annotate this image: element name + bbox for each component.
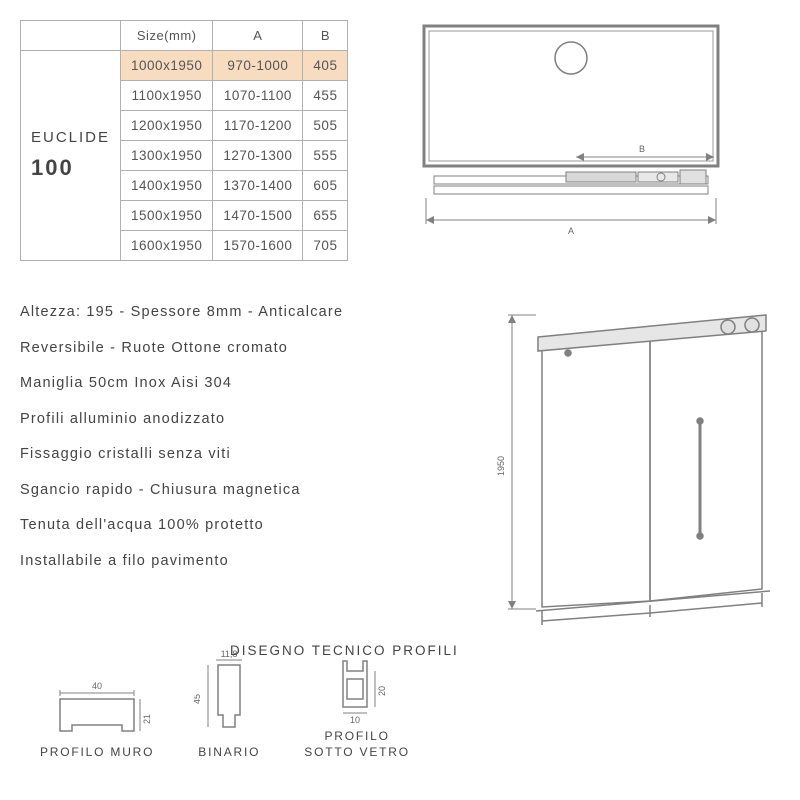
cell-b: 655 [303, 201, 348, 231]
svg-text:20: 20 [377, 686, 387, 696]
cell-a: 1270-1300 [213, 141, 303, 171]
feature-line: Maniglia 50cm Inox Aisi 304 [20, 366, 480, 402]
feature-line: Tenuta dell'acqua 100% protetto [20, 508, 480, 544]
cell-size: 1500x1950 [121, 201, 213, 231]
spec-table: Size(mm) A B EUCLIDE1001000x1950970-1000… [20, 20, 348, 261]
cell-b: 455 [303, 81, 348, 111]
profile-binario-label: BINARIO [198, 745, 260, 761]
header-a: A [213, 21, 303, 51]
profile-muro: 40 21 PROFILO MURO [40, 679, 154, 761]
cell-a: 970-1000 [213, 51, 303, 81]
model-num: 100 [31, 155, 74, 180]
height-label: 1950 [496, 456, 506, 476]
cell-a: 1370-1400 [213, 171, 303, 201]
cell-a: 1470-1500 [213, 201, 303, 231]
feature-line: Installabile a filo pavimento [20, 544, 480, 580]
cell-a: 1170-1200 [213, 111, 303, 141]
header-size: Size(mm) [121, 21, 213, 51]
cell-b: 555 [303, 141, 348, 171]
cell-a: 1570-1600 [213, 231, 303, 261]
dim-b-label: B [639, 144, 645, 154]
profiles-title: DISEGNO TECNICO PROFILI [230, 643, 459, 658]
feature-line: Reversibile - Ruote Ottone cromato [20, 331, 480, 367]
cell-size: 1600x1950 [121, 231, 213, 261]
svg-text:10: 10 [350, 715, 360, 723]
cell-b: 605 [303, 171, 348, 201]
cell-a: 1070-1100 [213, 81, 303, 111]
table-row: EUCLIDE1001000x1950970-1000405 [21, 51, 348, 81]
cell-size: 1300x1950 [121, 141, 213, 171]
svg-text:21: 21 [142, 714, 152, 724]
door-diagram: 1950 [490, 291, 780, 631]
profile-muro-label: PROFILO MURO [40, 745, 154, 761]
feature-line: Fissaggio cristalli senza viti [20, 437, 480, 473]
profile-binario: 11,8 45 BINARIO [194, 649, 264, 761]
model-name: EUCLIDE [31, 129, 110, 146]
svg-text:40: 40 [92, 681, 102, 691]
profile-sotto: 20 10 PROFILOSOTTO VETRO [304, 651, 410, 760]
top-view-diagram: B A [362, 20, 780, 261]
cell-size: 1100x1950 [121, 81, 213, 111]
header-b: B [303, 21, 348, 51]
cell-b: 705 [303, 231, 348, 261]
feature-line: Altezza: 195 - Spessore 8mm - Anticalcar… [20, 295, 480, 331]
cell-b: 405 [303, 51, 348, 81]
cell-size: 1200x1950 [121, 111, 213, 141]
cell-size: 1000x1950 [121, 51, 213, 81]
profile-sotto-label: PROFILOSOTTO VETRO [304, 729, 410, 760]
dim-a-label: A [568, 226, 574, 236]
features-list: Altezza: 195 - Spessore 8mm - Anticalcar… [20, 291, 480, 631]
header-blank [21, 21, 121, 51]
feature-line: Profili alluminio anodizzato [20, 402, 480, 438]
cell-b: 505 [303, 111, 348, 141]
svg-text:45: 45 [194, 694, 202, 704]
feature-line: Sgancio rapido - Chiusura magnetica [20, 473, 480, 509]
model-cell: EUCLIDE 100 [21, 51, 121, 261]
cell-size: 1400x1950 [121, 171, 213, 201]
